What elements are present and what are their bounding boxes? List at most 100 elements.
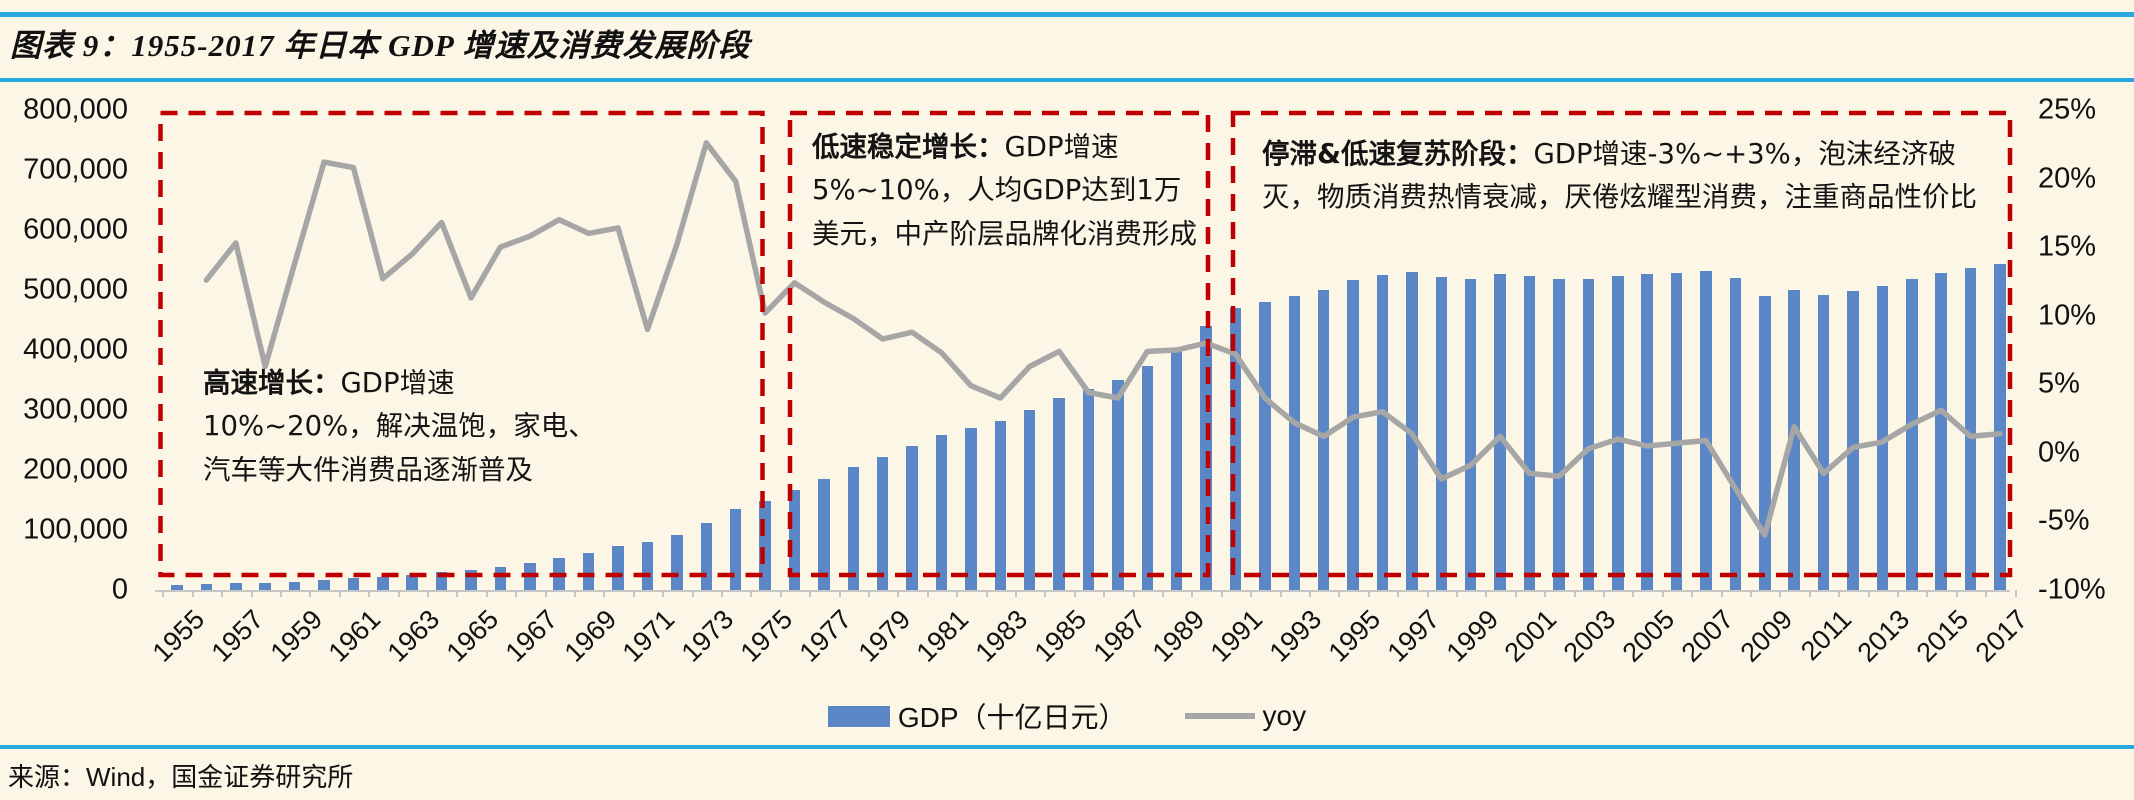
- gdp-bar: [700, 522, 712, 590]
- y-left-tick-label: 500,000: [23, 273, 128, 306]
- phase-box-high-growth: [158, 110, 765, 578]
- gdp-bar: [347, 578, 360, 590]
- annotation-text: GDP增速10%~20%，解决温饱，家电、汽车等大件消费品逐渐普及: [203, 367, 596, 486]
- x-axis-tick: [1397, 590, 1400, 597]
- x-axis-tick: [1720, 590, 1723, 597]
- x-axis-tick: [162, 590, 165, 597]
- y-right-tick-label: 15%: [2038, 230, 2097, 263]
- x-axis-tick: [1955, 590, 1958, 597]
- gdp-bar: [1964, 268, 1977, 590]
- gdp-bar: [171, 584, 183, 590]
- x-axis-tick: [1220, 590, 1223, 597]
- y-right-tick-label: 10%: [2038, 299, 2097, 332]
- x-axis-tick: [1338, 590, 1341, 597]
- y-left-tick-label: 400,000: [23, 333, 128, 366]
- x-axis-tick: [1162, 590, 1164, 597]
- gdp-bar: [847, 467, 860, 590]
- x-axis-tick: [1750, 590, 1753, 597]
- x-axis-tick: [1661, 590, 1664, 597]
- gdp-bar: [1994, 264, 2006, 590]
- x-axis-tick: [485, 590, 488, 597]
- gdp-bar: [1259, 302, 1271, 590]
- gdp-bar: [906, 445, 918, 590]
- gdp-bar: [1906, 279, 1918, 590]
- divider-bottom: [0, 745, 2134, 749]
- gdp-bar: [965, 427, 977, 590]
- phase-box-stable-growth: [787, 110, 1211, 578]
- x-axis-tick: [1514, 590, 1517, 597]
- x-axis-tick: [1985, 590, 1988, 597]
- divider-top: [0, 12, 2134, 17]
- annotation-lead: 低速稳定增长：: [812, 131, 1005, 163]
- x-axis-tick: [338, 590, 341, 597]
- gdp-bar: [200, 584, 213, 590]
- x-axis-tick: [1103, 590, 1106, 597]
- annotation-text: GDP增速5%~10%，人均GDP达到1万美元，中产阶层品牌化消费形成: [812, 131, 1197, 250]
- gdp-bar: [318, 580, 330, 590]
- gdp-bar: [582, 552, 595, 590]
- x-axis-tick: [1132, 590, 1135, 597]
- x-axis-tick: [1250, 590, 1253, 597]
- x-axis-tick: [632, 590, 635, 597]
- y-right-tick-label: 20%: [2038, 162, 2097, 195]
- x-axis-tick: [838, 590, 841, 597]
- chart-legend: GDP（十亿日元） yoy: [0, 696, 2134, 736]
- gdp-bar: [1641, 274, 1653, 590]
- x-axis-tick: [1544, 590, 1547, 597]
- y-right-tick-label: 25%: [2038, 93, 2097, 126]
- x-axis-tick: [897, 590, 900, 597]
- gdp-bar: [1141, 365, 1154, 590]
- gdp-bar: [259, 582, 271, 590]
- gdp-bar: [818, 478, 830, 590]
- x-axis-tick: [1279, 590, 1282, 597]
- x-axis-tick: [279, 590, 282, 597]
- divider-under-title: [0, 78, 2134, 82]
- gdp-bar: [1523, 276, 1536, 590]
- x-axis-tick: [2014, 590, 2017, 597]
- x-axis-tick: [1573, 590, 1576, 597]
- x-axis-tick: [221, 590, 224, 597]
- x-axis-tick: [309, 590, 312, 597]
- gdp-bar: [1612, 275, 1624, 590]
- x-axis-tick: [191, 590, 194, 597]
- x-axis-tick: [250, 590, 253, 597]
- y-left-tick-label: 100,000: [23, 513, 128, 546]
- gdp-bar: [994, 420, 1007, 590]
- y-left-tick-label: 800,000: [23, 93, 128, 126]
- x-axis-line: [155, 590, 2010, 592]
- x-axis-tick: [1779, 590, 1782, 597]
- gdp-bar: [612, 546, 624, 590]
- gdp-bar: [1112, 380, 1124, 590]
- x-axis-tick: [1838, 590, 1841, 597]
- annotation-text: GDP增速-3%~+3%，泡沫经济破灭，物质消费热情衰减，厌倦炫耀型消费，注重商…: [1262, 138, 1977, 214]
- gdp-bar: [1817, 294, 1830, 590]
- x-axis-tick: [1485, 590, 1488, 597]
- x-axis-tick: [779, 590, 782, 597]
- annotation-lead: 高速增长：: [203, 367, 341, 399]
- source-note: 来源：Wind，国金证券研究所: [8, 762, 354, 792]
- gdp-bar: [935, 435, 948, 590]
- gdp-bar: [759, 501, 771, 590]
- x-axis-tick: [603, 590, 606, 597]
- gdp-bar: [494, 567, 507, 590]
- gdp-bar: [1788, 290, 1800, 590]
- x-axis-tick: [720, 590, 723, 597]
- x-axis-tick: [1897, 590, 1900, 597]
- gdp-bar: [1759, 296, 1771, 590]
- gdp-bar: [641, 541, 654, 590]
- y-right-tick-label: 0%: [2038, 436, 2080, 469]
- x-axis-tick: [515, 590, 518, 597]
- gdp-bar: [1729, 278, 1742, 590]
- gdp-bar: [377, 576, 389, 590]
- x-axis-tick: [397, 590, 400, 597]
- x-axis-tick: [1309, 590, 1312, 597]
- gdp-bar: [288, 581, 301, 590]
- figure-title: 图表 9：1955-2017 年日本 GDP 增速及消费发展阶段: [10, 28, 751, 63]
- x-axis-tick: [1073, 590, 1076, 597]
- x-axis-tick: [1808, 590, 1811, 597]
- x-axis-tick: [1014, 590, 1017, 597]
- x-axis-tick: [573, 590, 576, 597]
- x-axis-tick: [368, 590, 371, 597]
- gdp-bar: [1288, 296, 1301, 590]
